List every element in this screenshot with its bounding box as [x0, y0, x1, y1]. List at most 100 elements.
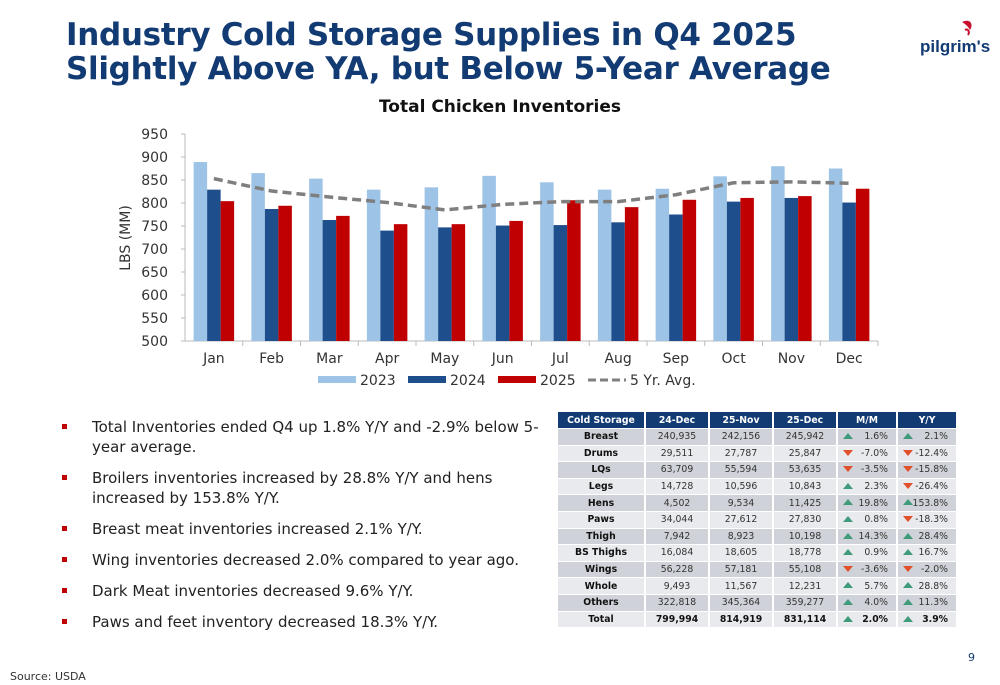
cell: 53,635 [774, 462, 836, 478]
cell-text: 18,605 [724, 547, 758, 559]
cell-text: 240,935 [657, 431, 697, 443]
cell: -18.3% [898, 511, 956, 528]
y-tick-label: 650 [141, 265, 168, 281]
cell: 153.8% [898, 495, 956, 511]
cell: 27,830 [774, 511, 836, 528]
cell-text: 2.3% [864, 481, 888, 493]
cell-text: 322,818 [657, 597, 697, 609]
x-tick-label: Mar [316, 351, 343, 367]
up-arrow-icon [843, 499, 853, 506]
bar-2025 [855, 188, 870, 341]
x-tick-label: Aug [604, 351, 631, 367]
cell-text: 4.0% [864, 597, 888, 609]
cell: 1.6% [838, 429, 896, 445]
y-tick-label: 550 [141, 311, 168, 327]
cell-text: 27,830 [788, 514, 822, 526]
legend-swatch [498, 376, 536, 383]
bar-2023 [771, 166, 785, 341]
y-tick-label: 950 [141, 127, 168, 143]
row-label: Breast [558, 429, 644, 445]
up-arrow-icon [903, 582, 913, 589]
y-tick-label: 850 [141, 173, 168, 189]
cell-text: -12.4% [915, 447, 948, 459]
column-header: 25-Nov [710, 412, 772, 428]
cell: 359,277 [774, 594, 836, 611]
up-arrow-icon [903, 532, 913, 539]
bar-2023 [828, 168, 843, 341]
column-header: M/M [838, 412, 896, 428]
cell: 29,511 [646, 445, 708, 462]
column-header: 25-Dec [774, 412, 836, 428]
cell: 345,364 [710, 594, 772, 611]
cell: 2.1% [898, 429, 956, 445]
legend-swatch [408, 376, 446, 383]
cell: 0.9% [838, 545, 896, 561]
cell: -12.4% [898, 445, 956, 462]
x-tick-label: Nov [778, 351, 805, 367]
cell-text: LQs [591, 464, 611, 476]
cell: 56,228 [646, 561, 708, 578]
cell-text: 29,511 [660, 447, 694, 459]
cell: 55,594 [710, 462, 772, 478]
cell-text: 10,198 [788, 530, 822, 542]
up-arrow-icon [903, 499, 913, 506]
x-tick-label: Jan [202, 351, 225, 367]
cell-text: 359,277 [785, 597, 825, 609]
y-tick-label: 700 [141, 242, 168, 258]
cell-text: 11.3% [918, 597, 948, 609]
cell: 14.3% [838, 528, 896, 545]
bar-2023 [540, 182, 554, 341]
bar-2025 [567, 200, 581, 341]
up-arrow-icon [843, 515, 853, 522]
cell-text: Drums [583, 447, 619, 459]
up-arrow-icon [843, 532, 853, 539]
cell: 16.7% [898, 545, 956, 561]
cell: 814,919 [710, 611, 772, 628]
cell-text: Thigh [586, 530, 616, 542]
title-line-1: Industry Cold Storage Supplies in Q4 202… [66, 17, 797, 53]
down-arrow-icon [903, 482, 913, 489]
cell-text: 14.3% [858, 530, 888, 542]
cell: 10,198 [774, 528, 836, 545]
cell: 11.3% [898, 594, 956, 611]
cell-text: 2.0% [862, 613, 888, 625]
bar-2025 [278, 205, 292, 341]
column-header: Cold Storage [558, 412, 644, 428]
down-arrow-icon [903, 466, 913, 473]
cell-text: -3.6% [861, 564, 888, 576]
column-header: 24-Dec [646, 412, 708, 428]
bar-2024 [784, 197, 799, 341]
cell-text: 55,594 [724, 464, 758, 476]
bar-2025 [682, 199, 697, 341]
legend-label: 2023 [360, 373, 396, 389]
page-number: 9 [968, 651, 975, 664]
cell: 8,923 [710, 528, 772, 545]
cell-text: 56,228 [660, 564, 694, 576]
cell-text: -2.0% [921, 564, 948, 576]
cell: 10,596 [710, 478, 772, 495]
down-arrow-icon [903, 515, 913, 522]
bullet-item: Breast meat inventories increased 2.1% Y… [60, 519, 540, 539]
cell: 16,084 [646, 545, 708, 561]
cell-text: Others [583, 597, 619, 609]
bar-2024 [380, 230, 394, 341]
x-tick-label: Apr [375, 351, 399, 367]
cell-text: 63,709 [660, 464, 694, 476]
cell-text: Whole [584, 580, 618, 592]
cell-text: Hens [587, 497, 615, 509]
cell-text: 0.8% [864, 514, 888, 526]
legend-label: 2025 [540, 373, 576, 389]
cell-text: 53,635 [788, 464, 822, 476]
cell-text: 55,108 [788, 564, 822, 576]
cell-text: 27,787 [724, 447, 758, 459]
cell-text: -7.0% [861, 447, 888, 459]
bar-2023 [309, 178, 323, 341]
cell-text: 16.7% [918, 547, 948, 559]
cell-text: 14,728 [660, 481, 694, 493]
cell-text: -18.3% [915, 514, 948, 526]
bar-2024 [322, 220, 337, 341]
pilgrims-logo: pilgrim's [920, 20, 990, 56]
cell: 18,778 [774, 545, 836, 561]
y-tick-label: 800 [141, 196, 168, 212]
row-label: Thigh [558, 528, 644, 545]
